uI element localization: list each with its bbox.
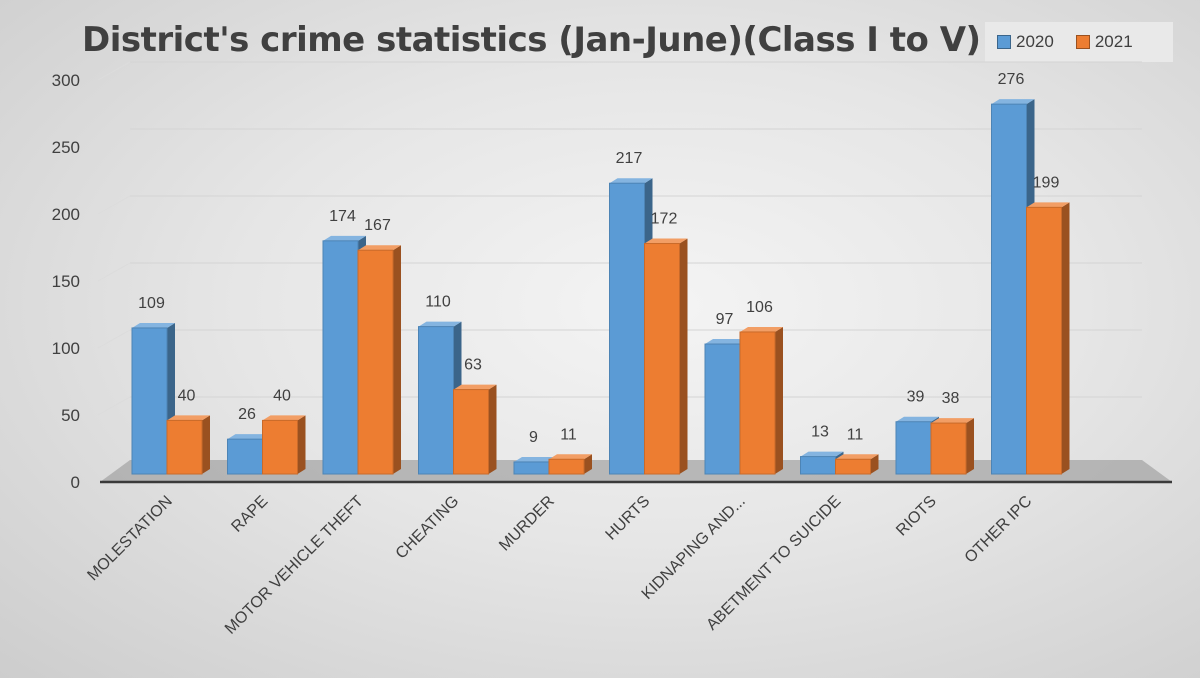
bar-2021-4 xyxy=(548,454,592,475)
category-label: OTHER IPC xyxy=(962,493,1036,567)
data-label: 40 xyxy=(178,387,196,404)
data-label: 109 xyxy=(138,295,165,312)
gridline-side xyxy=(97,329,131,349)
data-label: 63 xyxy=(464,357,482,374)
bar-2021-5 xyxy=(644,238,688,475)
bar-2021-2 xyxy=(357,245,401,475)
data-label: 199 xyxy=(1033,174,1060,191)
data-label: 106 xyxy=(746,299,773,316)
legend-item-2020: 2020 xyxy=(997,32,1054,52)
bar-2021-9 xyxy=(1026,202,1070,475)
bar-2021-8 xyxy=(930,418,974,475)
legend-swatch-2021 xyxy=(1075,35,1090,49)
gridline-side xyxy=(97,262,131,282)
data-label: 11 xyxy=(847,426,864,443)
category-label: KIDNAPING AND... xyxy=(639,493,749,603)
data-label: 276 xyxy=(998,71,1025,88)
y-tick-label: 0 xyxy=(71,473,80,492)
legend-item-2021: 2021 xyxy=(1075,32,1133,52)
legend-label-2020: 2020 xyxy=(1016,32,1054,51)
data-label: 11 xyxy=(560,426,577,443)
y-tick-label: 150 xyxy=(52,272,80,291)
bar-2021-7 xyxy=(835,454,879,475)
data-label: 40 xyxy=(273,387,291,404)
bar-2021-3 xyxy=(453,384,497,475)
data-label: 110 xyxy=(425,294,451,311)
data-label: 26 xyxy=(238,406,256,423)
gridline-side xyxy=(97,61,131,81)
bar-2021-6 xyxy=(739,326,783,475)
gridline-side xyxy=(97,128,131,148)
y-tick-label: 300 xyxy=(52,71,80,90)
category-label: RAPE xyxy=(228,493,271,536)
legend-label-2021: 2021 xyxy=(1094,32,1133,51)
y-tick-label: 50 xyxy=(61,406,80,425)
data-label: 38 xyxy=(942,390,960,407)
category-label: MURDER xyxy=(496,493,558,555)
data-label: 9 xyxy=(529,429,538,446)
data-label: 167 xyxy=(364,217,391,234)
category-label: CHEATING xyxy=(393,493,463,563)
data-label: 217 xyxy=(616,150,643,167)
bar-2021-0 xyxy=(166,415,210,475)
data-label: 39 xyxy=(907,389,925,406)
data-label: 97 xyxy=(716,311,734,328)
category-label: MOLESTATION xyxy=(84,493,175,584)
category-label: RIOTS xyxy=(893,493,940,540)
data-label: 13 xyxy=(811,424,829,441)
y-tick-label: 100 xyxy=(52,339,80,358)
data-label: 174 xyxy=(329,208,356,225)
bar-2021-1 xyxy=(262,415,306,475)
gridline-side xyxy=(97,396,131,416)
bar-2020-0 xyxy=(131,322,175,475)
category-label: HURTS xyxy=(603,493,654,544)
gridline-side xyxy=(97,195,131,215)
data-label: 172 xyxy=(651,211,678,228)
y-tick-label: 200 xyxy=(52,205,80,224)
legend: 2020 2021 xyxy=(985,22,1173,62)
chart-title: District's crime statistics (Jan-June)(C… xyxy=(82,20,981,60)
y-tick-label: 250 xyxy=(52,138,80,157)
legend-swatch-2020 xyxy=(997,35,1011,49)
